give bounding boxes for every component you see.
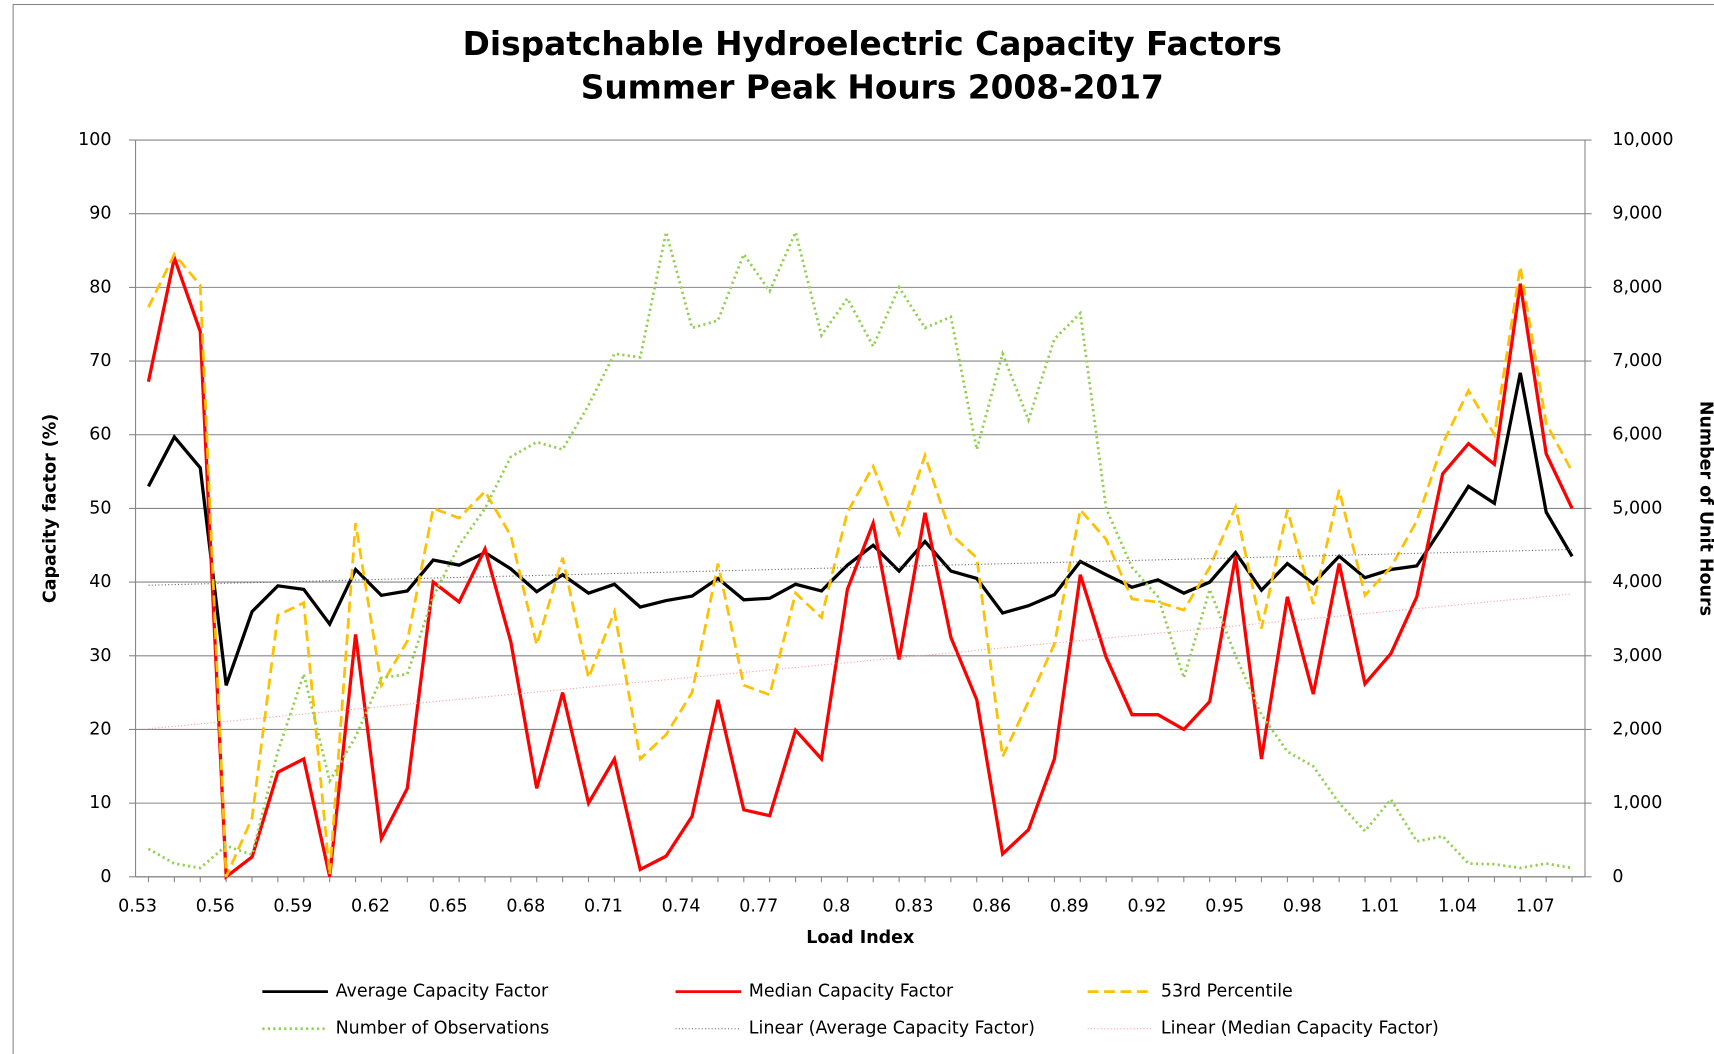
x-tick-label: 0.56 <box>196 896 235 916</box>
legend-label: Linear (Median Capacity Factor) <box>1161 1019 1439 1039</box>
x-tick-label: 0.86 <box>972 896 1011 916</box>
y-tick-label: 30 <box>89 646 111 666</box>
y-axis-title: Capacity factor (%) <box>40 414 60 603</box>
x-tick-label: 0.98 <box>1283 896 1322 916</box>
x-tick-label: 0.95 <box>1205 896 1244 916</box>
x-tick-label: 0.8 <box>823 896 851 916</box>
x-tick-label: 0.71 <box>584 896 623 916</box>
x-tick-label: 0.92 <box>1128 896 1167 916</box>
y-tick-label: 20 <box>89 719 111 739</box>
x-tick-label: 1.01 <box>1361 896 1400 916</box>
y2-tick-label: 6,000 <box>1612 425 1662 445</box>
x-tick-label: 0.68 <box>506 896 545 916</box>
y2-tick-label: 3,000 <box>1612 646 1662 666</box>
x-tick-label: 0.74 <box>662 896 701 916</box>
y2-tick-label: 9,000 <box>1612 204 1662 224</box>
y2-tick-label: 2,000 <box>1612 719 1662 739</box>
y2-axis-title: Number of Unit Hours <box>1695 401 1714 616</box>
legend-label: Linear (Average Capacity Factor) <box>749 1019 1035 1039</box>
y-tick-label: 60 <box>89 425 111 445</box>
y-tick-label: 100 <box>78 130 111 150</box>
trendline <box>148 548 1573 586</box>
x-tick-label: 0.65 <box>429 896 468 916</box>
trendline <box>148 593 1573 730</box>
y-tick-label: 0 <box>100 867 111 887</box>
y2-tick-label: 1,000 <box>1612 793 1662 813</box>
x-tick-label: 0.59 <box>273 896 312 916</box>
y2-tick-label: 7,000 <box>1612 351 1662 371</box>
y2-tick-label: 8,000 <box>1612 277 1662 297</box>
x-tick-label: 0.83 <box>895 896 934 916</box>
series-line <box>147 251 1574 878</box>
legend-label: Number of Observations <box>336 1019 550 1039</box>
y2-tick-label: 4,000 <box>1612 572 1662 592</box>
x-axis-title: Load Index <box>806 928 914 948</box>
y-tick-label: 10 <box>89 793 111 813</box>
x-tick-label: 0.62 <box>351 896 390 916</box>
legend-label: Average Capacity Factor <box>336 982 549 1002</box>
x-tick-label: 0.89 <box>1050 896 1089 916</box>
y-tick-label: 90 <box>89 204 111 224</box>
y-tick-label: 40 <box>89 572 111 592</box>
legend-label: Median Capacity Factor <box>749 982 954 1002</box>
x-tick-label: 0.77 <box>739 896 778 916</box>
x-tick-label: 1.07 <box>1516 896 1555 916</box>
y2-tick-label: 0 <box>1612 867 1623 887</box>
series-line <box>146 251 1574 881</box>
chart-subtitle: Summer Peak Hours 2008-2017 <box>581 69 1164 107</box>
y-tick-label: 70 <box>89 351 111 371</box>
series-line <box>147 227 1573 870</box>
x-tick-label: 0.53 <box>118 896 157 916</box>
y2-tick-label: 5,000 <box>1612 498 1662 518</box>
y-tick-label: 50 <box>89 498 111 518</box>
y-tick-label: 80 <box>89 277 111 297</box>
y2-tick-label: 10,000 <box>1612 130 1673 150</box>
legend-label: 53rd Percentile <box>1161 982 1293 1002</box>
chart-title: Dispatchable Hydroelectric Capacity Fact… <box>463 25 1282 63</box>
x-tick-label: 1.04 <box>1438 896 1477 916</box>
